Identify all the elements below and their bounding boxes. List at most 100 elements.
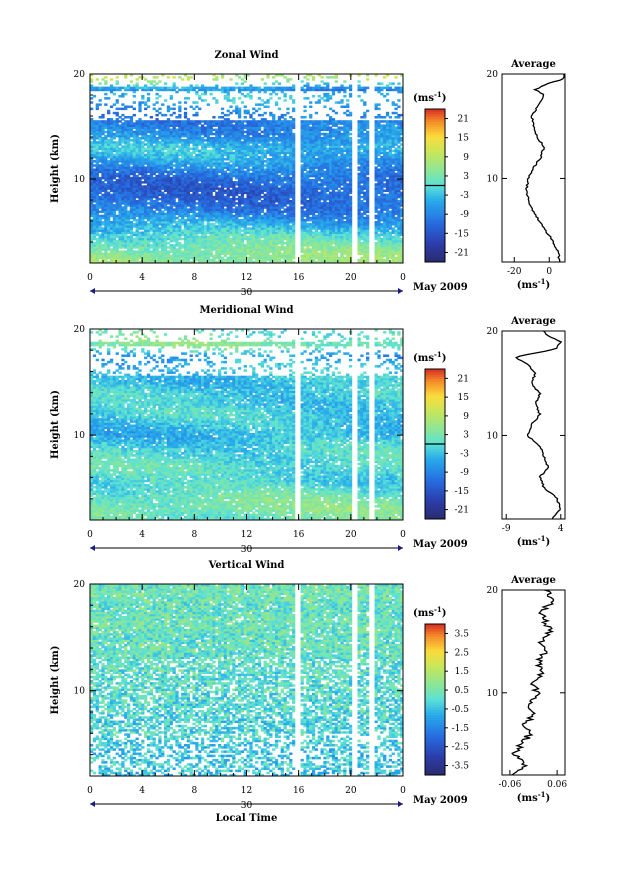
- heatmap-cell: [113, 154, 116, 157]
- heatmap-cell: [261, 196, 264, 199]
- heatmap-cell: [181, 250, 184, 253]
- heatmap-cell: [312, 232, 315, 235]
- heatmap-cell: [349, 196, 352, 199]
- heatmap-cell: [195, 213, 198, 216]
- heatmap-cell: [110, 248, 113, 251]
- heatmap-cell: [195, 219, 198, 222]
- panel-0: Zonal Wind1020Height (km)0 4 8 12 16 20 030 May…: [50, 50, 565, 298]
- heatmap-cell: [303, 219, 306, 222]
- heatmap-cell: [198, 183, 201, 186]
- heatmap-cell: [309, 179, 312, 182]
- heatmap-cell: [147, 206, 150, 209]
- heatmap-cell: [232, 246, 235, 249]
- heatmap-cell: [164, 194, 167, 197]
- heatmap-cell: [312, 179, 315, 182]
- heatmap-cell: [315, 215, 318, 218]
- heatmap-cell: [155, 175, 158, 178]
- heatmap-cell: [309, 223, 312, 226]
- heatmap-cell: [247, 236, 250, 239]
- heatmap-cell: [338, 190, 341, 193]
- heatmap-cell: [113, 204, 116, 207]
- heatmap-cell: [377, 169, 380, 172]
- heatmap-cell: [173, 208, 176, 211]
- heatmap-cell: [377, 158, 380, 161]
- heatmap-cell: [141, 232, 144, 235]
- heatmap-cell: [229, 190, 232, 193]
- heatmap-cell: [170, 255, 173, 258]
- heatmap-cell: [346, 183, 349, 186]
- heatmap-cell: [386, 194, 389, 197]
- heatmap-cell: [232, 181, 235, 184]
- heatmap-cell: [227, 162, 230, 165]
- heatmap-cell: [161, 211, 164, 214]
- heatmap-cell: [155, 213, 158, 216]
- heatmap-cell: [247, 227, 250, 230]
- heatmap-cell: [224, 171, 227, 174]
- heatmap-cell: [247, 158, 250, 161]
- heatmap-cells: [90, 74, 403, 263]
- panel-title: Zonal Wind: [214, 50, 278, 61]
- heatmap-cell: [198, 236, 201, 239]
- heatmap-cell: [309, 217, 312, 220]
- heatmap-cell: [283, 208, 286, 211]
- heatmap-cell: [138, 232, 141, 235]
- heatmap-cell: [164, 236, 167, 239]
- heatmap-cell: [394, 257, 397, 260]
- heatmap-cell: [178, 158, 181, 161]
- heatmap-cell: [318, 232, 321, 235]
- heatmap-cell: [107, 253, 110, 256]
- heatmap-cell: [275, 204, 278, 207]
- heatmap-cell: [278, 246, 281, 249]
- heatmap-cell: [93, 204, 96, 207]
- heatmap-cell: [164, 213, 167, 216]
- heatmap-cell: [173, 164, 176, 167]
- heatmap-cell: [104, 183, 107, 186]
- heatmap-cell: [375, 166, 378, 169]
- heatmap-cell: [261, 185, 264, 188]
- heatmap-cell: [210, 259, 213, 262]
- heatmap-cell: [144, 154, 147, 157]
- heatmap-cell: [377, 234, 380, 237]
- heatmap-cell: [249, 173, 252, 176]
- heatmap-cell: [241, 229, 244, 232]
- heatmap-cell: [215, 202, 218, 205]
- heatmap-cell: [235, 202, 238, 205]
- heatmap-cell: [93, 242, 96, 245]
- heatmap-cell: [286, 206, 289, 209]
- heatmap-cell: [335, 221, 338, 224]
- heatmap-cell: [397, 200, 400, 203]
- heatmap-cell: [187, 166, 190, 169]
- heatmap-cell: [375, 215, 378, 218]
- heatmap-cell: [249, 183, 252, 186]
- heatmap-cell: [141, 181, 144, 184]
- heatmap-cell: [318, 183, 321, 186]
- heatmap-cell: [99, 196, 102, 199]
- heatmap-cell: [144, 185, 147, 188]
- heatmap-cell: [383, 183, 386, 186]
- heatmap-cell: [363, 217, 366, 220]
- heatmap-cell: [301, 164, 304, 167]
- heatmap-cell: [224, 196, 227, 199]
- heatmap-cell: [229, 164, 232, 167]
- heatmap-cell: [289, 177, 292, 180]
- heatmap-cell: [167, 250, 170, 253]
- heatmap-cell: [110, 221, 113, 224]
- heatmap-cell: [249, 169, 252, 172]
- heatmap-cell: [175, 221, 178, 224]
- heatmap-cell: [187, 208, 190, 211]
- heatmap-cell: [99, 164, 102, 167]
- heatmap-cell: [241, 219, 244, 222]
- heatmap-cell: [218, 187, 221, 190]
- heatmap-cell: [340, 192, 343, 195]
- heatmap-cell: [173, 244, 176, 247]
- heatmap-cell: [377, 211, 380, 214]
- heatmap-cell: [269, 255, 272, 258]
- heatmap-cell: [130, 177, 133, 180]
- heatmap-cell: [181, 244, 184, 247]
- heatmap-cell: [363, 192, 366, 195]
- heatmap-cell: [244, 198, 247, 201]
- heatmap-cell: [136, 200, 139, 203]
- heatmap-cell: [210, 223, 213, 226]
- heatmap-cell: [136, 219, 139, 222]
- heatmap-cell: [375, 242, 378, 245]
